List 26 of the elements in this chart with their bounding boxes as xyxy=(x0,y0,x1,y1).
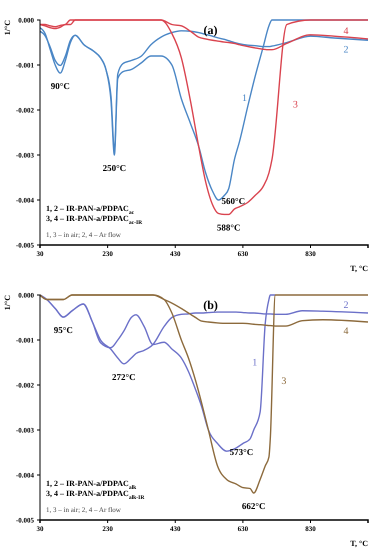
x-axis-title: T, °C xyxy=(350,264,368,273)
series-label: 3 xyxy=(292,99,298,110)
x-axis-title: T, °C xyxy=(350,539,368,548)
annotation: 95°C xyxy=(54,325,73,336)
annotation: 662°C xyxy=(242,501,266,511)
series-label: 3 xyxy=(281,376,286,388)
series-label: 2 xyxy=(344,300,348,311)
annotation: 1, 2 – IR-PAN-a/PDPAC$_{ac}$ xyxy=(46,204,135,216)
annotation: 3, 4 – IR-PAN-a/PDPAC$_{ac-IR}$ xyxy=(46,214,144,226)
y-axis-title: 1/°C xyxy=(3,294,12,310)
y-axis-title: 1/°C xyxy=(3,20,12,36)
annotation: 3, 4 – IR-PAN-a/PDPAC$_{alk-IR}$ xyxy=(46,489,146,501)
chart-title: (b) xyxy=(203,298,218,312)
annotation: 90°C xyxy=(50,81,70,92)
series-label: 4 xyxy=(344,26,348,37)
series-label: 1 xyxy=(242,93,248,104)
series-label: 1 xyxy=(252,357,258,368)
series-label: 2 xyxy=(344,44,348,56)
chart-title: (a) xyxy=(204,23,218,37)
annotation: 1, 2 – IR-PAN-a/PDPAC$_{alk}$ xyxy=(46,479,138,491)
annotation: 560°C xyxy=(222,196,246,206)
annotation: 250°C xyxy=(102,163,126,173)
series-label: 4 xyxy=(344,326,348,337)
annotation: 272°C xyxy=(112,372,136,382)
annotation: 573°C xyxy=(230,447,254,458)
annotation: 588°C xyxy=(216,222,240,232)
